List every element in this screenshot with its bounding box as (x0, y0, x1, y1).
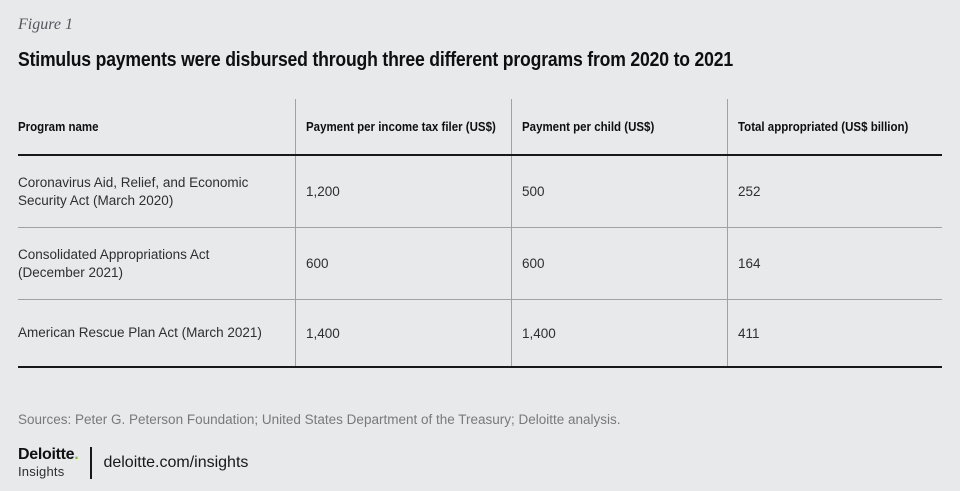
payment-per-filer-value: 1,200 (306, 184, 340, 199)
column-header-label: Total appropriated (US$ billion) (738, 119, 909, 134)
payment-per-child-value: 1,400 (522, 325, 556, 341)
column-header-payment-per-child: Payment per child (US$) (511, 99, 727, 154)
payment-per-filer-cell: 1,200 (295, 156, 511, 227)
payment-per-filer-value: 1,400 (306, 325, 340, 341)
figure-label: Figure 1 (18, 16, 73, 33)
total-appropriated-cell: 252 (727, 156, 942, 227)
deloitte-wordmark: Deloitte. (18, 446, 79, 464)
stimulus-programs-table: Program name Payment per income tax file… (18, 99, 942, 368)
table-row-cares-act: Coronavirus Aid, Relief, and Economic Se… (18, 156, 942, 228)
program-name: Coronavirus Aid, Relief, and Economic Se… (18, 174, 249, 208)
sources-note: Sources: Peter G. Peterson Foundation; U… (18, 412, 621, 427)
total-appropriated-value: 164 (738, 256, 761, 271)
table-row-american-rescue-plan-act: American Rescue Plan Act (March 2021) 1,… (18, 300, 942, 368)
column-header-program-name: Program name (18, 99, 295, 154)
column-header-label: Payment per income tax filer (US$) (306, 119, 496, 134)
payment-per-child-cell: 1,400 (511, 300, 727, 366)
program-name: American Rescue Plan Act (March 2021) (18, 325, 262, 341)
footer-brand-bar: Deloitte. Insights deloitte.com/insights (18, 446, 942, 480)
insights-wordmark: Insights (18, 463, 65, 479)
payment-per-child-value: 600 (522, 256, 545, 271)
payment-per-filer-value: 600 (306, 256, 329, 271)
deloitte-green-dot: . (74, 446, 79, 463)
payment-per-child-cell: 600 (511, 228, 727, 299)
deloitte-insights-logo: Deloitte. Insights (18, 446, 79, 479)
deloitte-insights-url: deloitte.com/insights (103, 454, 249, 472)
payment-per-filer-cell: 1,400 (295, 300, 511, 366)
program-name: Consolidated Appropriations Act (Decembe… (18, 246, 210, 280)
column-header-label: Payment per child (US$) (522, 119, 655, 134)
total-appropriated-value: 252 (738, 184, 761, 199)
program-name-cell: Consolidated Appropriations Act (Decembe… (18, 228, 295, 299)
column-header-label: Program name (18, 119, 99, 134)
footer-divider-line (90, 447, 93, 480)
program-name-cell: American Rescue Plan Act (March 2021) (18, 300, 295, 366)
table-row-consolidated-appropriations-act: Consolidated Appropriations Act (Decembe… (18, 228, 942, 300)
program-name-cell: Coronavirus Aid, Relief, and Economic Se… (18, 156, 295, 227)
total-appropriated-cell: 164 (727, 228, 942, 299)
payment-per-child-cell: 500 (511, 156, 727, 227)
column-header-total-appropriated: Total appropriated (US$ billion) (727, 99, 942, 154)
total-appropriated-cell: 411 (727, 300, 942, 366)
figure-title: Stimulus payments were disbursed through… (18, 49, 733, 71)
payment-per-child-value: 500 (522, 184, 545, 199)
table-header-row: Program name Payment per income tax file… (18, 99, 942, 156)
total-appropriated-value: 411 (738, 325, 760, 341)
column-header-payment-per-filer: Payment per income tax filer (US$) (295, 99, 511, 154)
deloitte-wordmark-text: Deloitte (18, 446, 75, 463)
payment-per-filer-cell: 600 (295, 228, 511, 299)
